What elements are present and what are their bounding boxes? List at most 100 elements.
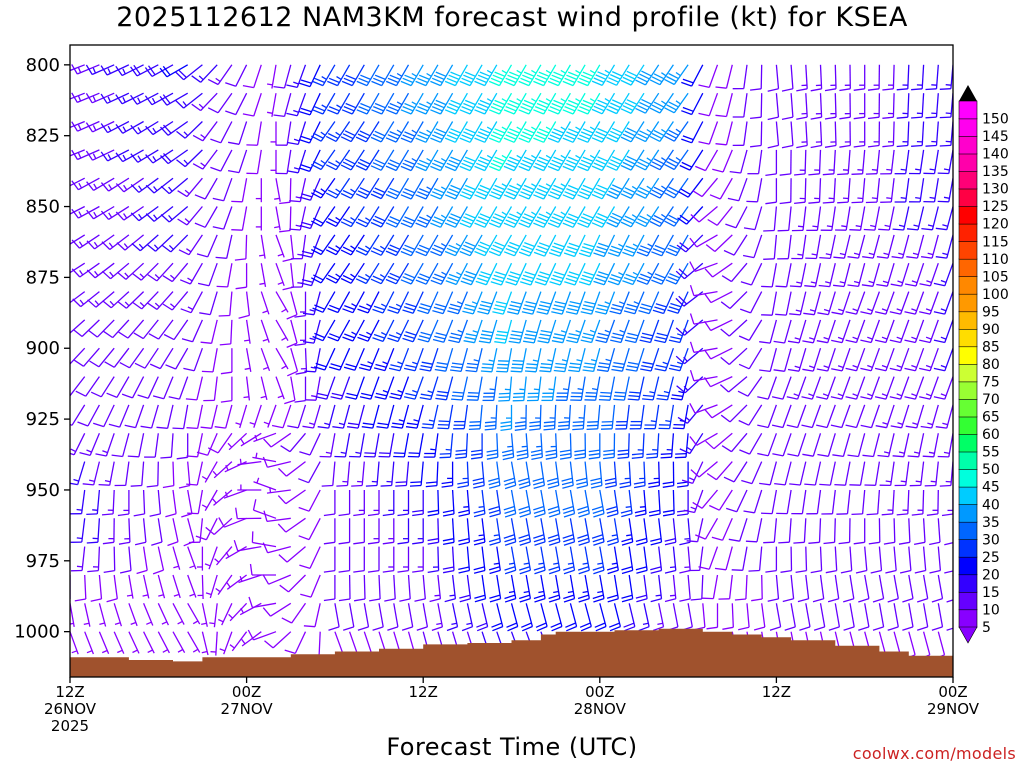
barb-staff bbox=[437, 489, 440, 514]
barb-full-feather bbox=[520, 281, 531, 286]
barb-staff bbox=[207, 433, 218, 456]
barb-full-feather bbox=[405, 364, 417, 369]
barb-staff bbox=[740, 149, 748, 174]
wind-barb bbox=[664, 149, 689, 171]
wind-barb bbox=[430, 149, 454, 172]
barb-full-feather bbox=[624, 158, 636, 165]
barb-staff bbox=[380, 206, 395, 228]
barb-half-feather bbox=[523, 562, 530, 565]
barb-full-feather bbox=[672, 427, 684, 430]
barb-full-feather bbox=[553, 71, 565, 77]
wind-barb bbox=[342, 291, 365, 314]
wind-barb bbox=[101, 234, 130, 251]
wind-barb bbox=[156, 404, 174, 429]
barb-full-feather bbox=[664, 192, 675, 199]
wind-barb bbox=[192, 121, 218, 142]
barb-full-feather bbox=[476, 626, 488, 632]
wind-barb bbox=[218, 291, 233, 317]
wind-barb bbox=[145, 149, 174, 164]
barb-full-feather bbox=[505, 134, 517, 140]
barb-staff bbox=[196, 461, 204, 486]
barb-full-feather bbox=[216, 285, 228, 288]
barb-staff bbox=[743, 121, 748, 146]
barb-full-feather bbox=[313, 274, 324, 281]
barb-staff bbox=[253, 92, 262, 117]
wind-barb bbox=[635, 177, 660, 199]
wind-barb bbox=[180, 291, 203, 314]
wind-barb bbox=[325, 206, 351, 227]
barb-full-feather bbox=[580, 311, 592, 315]
wind-barb bbox=[582, 348, 601, 373]
barb-full-feather bbox=[192, 163, 204, 170]
barb-staff bbox=[113, 347, 130, 368]
wind-barb bbox=[712, 149, 733, 173]
wind-barb bbox=[304, 376, 321, 401]
wind-barb bbox=[549, 262, 571, 286]
barb-full-feather bbox=[595, 625, 607, 632]
wind-barb bbox=[518, 206, 542, 228]
wind-barb bbox=[385, 206, 410, 228]
barb-full-feather bbox=[389, 159, 401, 165]
wind-barb bbox=[286, 291, 298, 320]
barb-staff bbox=[654, 404, 660, 429]
barb-staff bbox=[692, 461, 704, 484]
barb-full-feather bbox=[218, 314, 230, 317]
barb-staff bbox=[128, 546, 132, 571]
barb-staff bbox=[719, 177, 733, 200]
wind-barb bbox=[649, 177, 674, 199]
wind-barb bbox=[136, 546, 148, 575]
barb-half-feather bbox=[665, 419, 671, 423]
barb-full-feather bbox=[624, 102, 636, 108]
wind-barb bbox=[397, 518, 410, 545]
wind-barb bbox=[564, 262, 586, 286]
barb-full-feather bbox=[89, 360, 100, 368]
barb-full-feather bbox=[86, 240, 96, 250]
barb-full-feather bbox=[635, 221, 646, 228]
wind-barb bbox=[523, 319, 542, 344]
barb-full-feather bbox=[520, 162, 531, 169]
barb-staff bbox=[498, 149, 513, 171]
barb-full-feather bbox=[534, 162, 546, 169]
barb-full-feather bbox=[660, 456, 672, 459]
barb-full-feather bbox=[651, 189, 663, 196]
barb-full-feather bbox=[416, 626, 428, 631]
barb-staff bbox=[77, 92, 100, 104]
wind-barb bbox=[294, 291, 307, 318]
barb-staff bbox=[157, 546, 165, 571]
barb-full-feather bbox=[653, 214, 665, 221]
barb-full-feather bbox=[75, 390, 86, 397]
barb-staff bbox=[661, 262, 674, 285]
wind-barb bbox=[146, 461, 159, 488]
barb-staff bbox=[718, 489, 733, 511]
barb-full-feather bbox=[377, 422, 389, 426]
wind-barb bbox=[720, 404, 748, 423]
barb-full-feather bbox=[622, 251, 634, 257]
barb-staff bbox=[432, 404, 439, 429]
wind-barb bbox=[327, 64, 351, 87]
barb-full-feather bbox=[494, 341, 506, 344]
barb-full-feather bbox=[591, 108, 603, 115]
wind-barb bbox=[715, 64, 733, 89]
barb-half-feather bbox=[900, 480, 907, 483]
barb-full-feather bbox=[461, 134, 473, 140]
barb-full-feather bbox=[178, 249, 190, 256]
wind-barb bbox=[488, 206, 513, 228]
wind-barb bbox=[711, 518, 733, 541]
wind-barb bbox=[275, 234, 285, 258]
barb-staff bbox=[270, 432, 292, 448]
barb-full-feather bbox=[534, 569, 546, 575]
wind-barb bbox=[275, 149, 292, 175]
barb-full-feather bbox=[476, 219, 487, 225]
barb-staff bbox=[310, 234, 321, 258]
barb-half-feather bbox=[382, 389, 389, 394]
barb-full-feather bbox=[370, 278, 382, 285]
wind-barb bbox=[475, 262, 498, 286]
wind-barb bbox=[453, 404, 469, 430]
barb-full-feather bbox=[628, 394, 640, 398]
barb-staff bbox=[498, 234, 513, 257]
barb-full-feather bbox=[492, 244, 504, 251]
barb-full-feather bbox=[554, 333, 566, 337]
barb-full-feather bbox=[579, 134, 590, 140]
barb-full-feather bbox=[690, 598, 702, 601]
barb-full-feather bbox=[474, 594, 486, 599]
